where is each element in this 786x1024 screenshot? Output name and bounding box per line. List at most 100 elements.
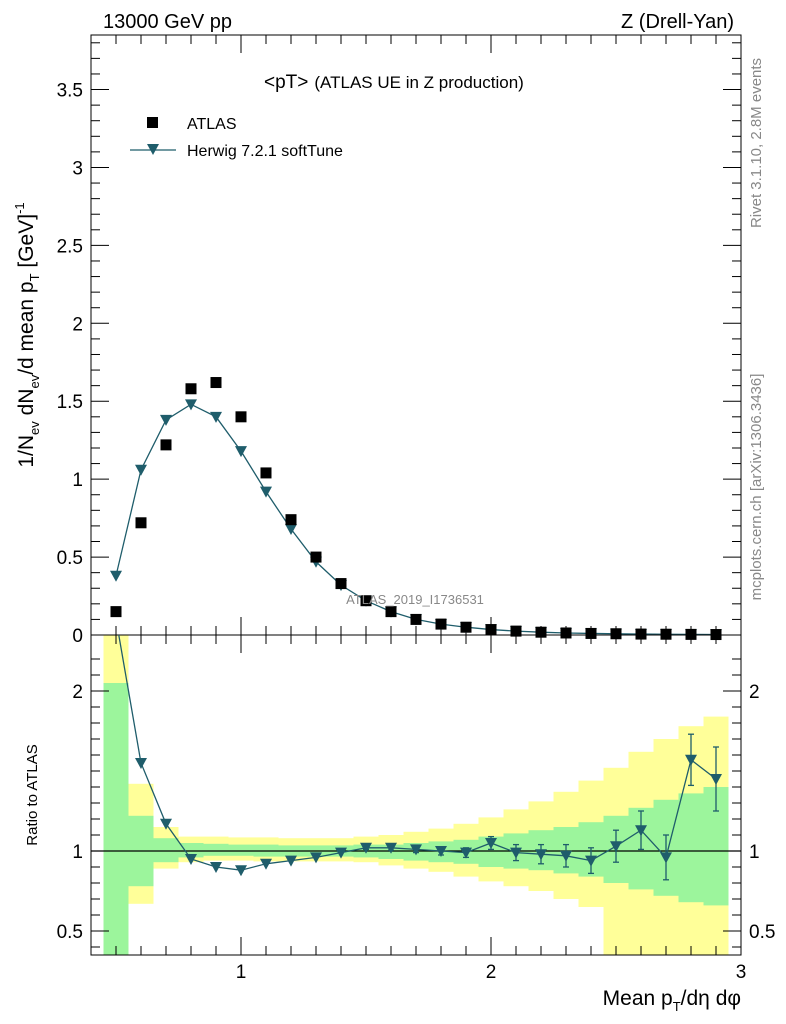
atlas-point [660, 628, 672, 640]
y-axis-label: 1/Nev dNev/d mean pT [GeV]-1 [12, 202, 42, 467]
energy-label: 13000 GeV pp [103, 11, 232, 33]
y-label-part: ev [27, 421, 42, 435]
herwig-ratio-point [635, 825, 647, 837]
atlas-point [310, 551, 322, 563]
uncertainty-band-inner [103, 683, 129, 955]
herwig-ratio-point [285, 855, 297, 867]
herwig-ratio-point [385, 842, 397, 854]
x-tick-label: 3 [736, 962, 747, 983]
chart-title-sub: (ATLAS UE in Z production) [314, 73, 523, 92]
ratio-y-tick-label-right: 2 [749, 682, 760, 703]
y-label-part: dN [15, 389, 38, 422]
herwig-ratio-point [560, 850, 572, 862]
atlas-point [285, 514, 297, 526]
ratio-plot-area: 1 2 30.5 0.51 12 2 [57, 634, 775, 983]
herwig-ratio-point [435, 846, 447, 857]
herwig-point [110, 570, 122, 582]
herwig-ratio-point [510, 847, 522, 859]
legend: ATLAS Herwig 7.2.1 softTune [130, 116, 343, 160]
y-tick-label: 3.5 [57, 81, 83, 102]
herwig-ratio-point [685, 754, 697, 766]
atlas-point [385, 606, 397, 618]
atlas-point [410, 613, 422, 625]
atlas-point [185, 383, 197, 395]
atlas-point [510, 625, 522, 637]
mcplots-label: mcplots.cern.ch [arXiv:1306.3436] [748, 374, 765, 601]
herwig-ratio-point [410, 844, 422, 856]
atlas-point [535, 626, 547, 638]
x-label-part: /dη dφ [681, 987, 741, 1010]
atlas-point [135, 517, 147, 529]
herwig-ratio-point [185, 854, 197, 865]
legend-label-herwig: Herwig 7.2.1 softTune [187, 143, 343, 160]
chart-title: <pT> (ATLAS UE in Z production) [264, 72, 524, 93]
uncertainty-band-inner [203, 843, 229, 856]
uncertainty-band-inner [678, 793, 704, 903]
atlas-point [335, 578, 347, 590]
atlas-point [560, 627, 572, 639]
y-label-part: [GeV] [15, 214, 38, 274]
y-label-part: T [27, 273, 42, 281]
herwig-ratio-point [610, 841, 622, 853]
x-axis-label: Mean pT/dη dφ [603, 987, 741, 1014]
herwig-ratio-point [160, 818, 172, 830]
herwig-point [285, 524, 297, 536]
herwig-point [185, 399, 197, 411]
atlas-point [360, 595, 372, 607]
atlas-point [210, 377, 222, 389]
atlas-point [460, 621, 472, 633]
y-tick-label: 1.5 [57, 392, 83, 413]
uncertainty-band-inner [228, 844, 254, 856]
legend-marker-atlas [147, 117, 158, 128]
herwig-ratio-point [360, 842, 372, 854]
atlas-point [610, 628, 622, 640]
chart-title-main: <pT> [264, 72, 308, 93]
uncertainty-band-inner [178, 843, 204, 858]
herwig-ratio-point [135, 758, 147, 769]
atlas-point [260, 467, 272, 479]
ratio-y-tick-label-right: 0.5 [749, 922, 775, 943]
herwig-ratio-point [585, 855, 597, 867]
atlas-point [485, 624, 497, 636]
herwig-point [260, 486, 272, 498]
atlas-point [110, 606, 122, 618]
x-label-part: Mean p [603, 987, 673, 1010]
x-tick-label: 1 [236, 962, 247, 983]
herwig-ratio-point [535, 849, 547, 861]
x-tick-label: 2 [486, 962, 497, 983]
y-label-part: /d mean p [15, 281, 38, 374]
x-label-part: T [673, 999, 681, 1014]
uncertainty-band-inner [153, 838, 179, 863]
process-label: Z (Drell-Yan) [621, 11, 734, 33]
herwig-ratio-point [235, 865, 247, 877]
atlas-point [635, 628, 647, 640]
legend-label-atlas: ATLAS [187, 116, 237, 133]
herwig-point [210, 411, 222, 423]
herwig-ratio-point [710, 774, 722, 785]
herwig-ratio-point [485, 838, 497, 849]
analysis-watermark: ATLAS_2019_I1736531 [346, 592, 484, 607]
atlas-point [585, 627, 597, 639]
y-tick-label: 3 [72, 158, 83, 179]
y-tick-label: 0.5 [57, 548, 83, 569]
atlas-point [435, 618, 447, 630]
main-plot-area: 0 0.5 1 1.5 2 2.5 3 3.5 [57, 34, 742, 647]
herwig-point [235, 446, 247, 458]
legend-marker-herwig [147, 144, 159, 155]
y-label-part: ev [27, 374, 42, 388]
y-tick-label: 2.5 [57, 236, 83, 257]
herwig-ratio-point [210, 862, 222, 873]
y-tick-label: 1 [72, 470, 83, 491]
herwig-ratio-point [260, 858, 272, 870]
herwig-ratio-point [310, 852, 322, 864]
herwig-ratio-point [460, 847, 472, 859]
y-tick-label: 0 [72, 626, 83, 647]
y-label-part: -1 [12, 202, 27, 214]
ratio-y-tick-label: 2 [72, 682, 83, 703]
herwig-point [160, 414, 172, 426]
atlas-point [160, 439, 172, 451]
atlas-point [685, 628, 697, 640]
ratio-y-tick-label-right: 1 [749, 842, 760, 863]
ratio-series-group [118, 635, 722, 881]
